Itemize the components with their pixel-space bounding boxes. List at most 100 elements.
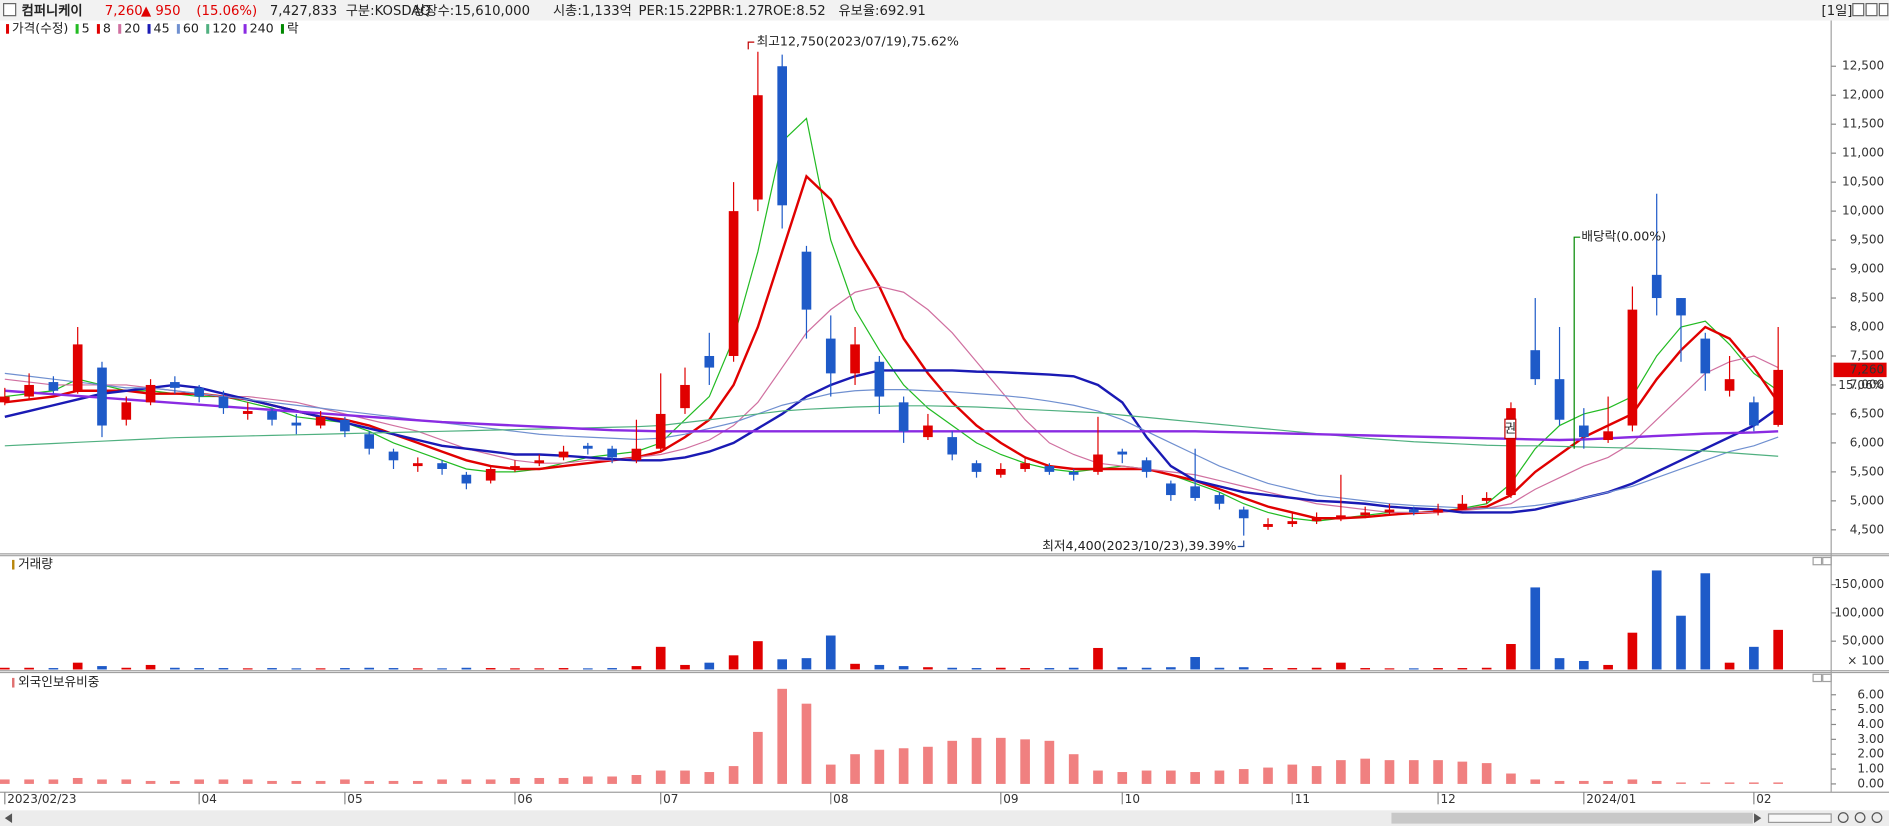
- y-tick-label: 2.00: [1857, 747, 1884, 761]
- ex-dividend-label: 배당락(0.00%): [1581, 229, 1666, 244]
- bar: [558, 777, 569, 784]
- bar: [485, 668, 496, 670]
- bar: [1433, 760, 1443, 784]
- bar: [777, 688, 787, 784]
- period[interactable]: [1일]: [1822, 3, 1853, 19]
- candle-body: [801, 251, 812, 310]
- x-tick-label: 12: [1440, 792, 1455, 806]
- bar: [655, 770, 666, 784]
- bar: [825, 764, 836, 784]
- x-tick-label: 09: [1003, 792, 1018, 806]
- candle-body: [437, 463, 447, 469]
- legend-label: 20: [124, 20, 140, 35]
- bar: [558, 668, 569, 670]
- y-tick-label: 6,500: [1850, 406, 1884, 420]
- y-tick-label: 100,000: [1834, 605, 1884, 619]
- candle-body: [1773, 369, 1783, 425]
- bar: [48, 779, 59, 784]
- legend-marker: [243, 24, 247, 34]
- bar: [1020, 739, 1030, 784]
- bar: [1020, 668, 1030, 670]
- candle-body: [170, 382, 180, 388]
- bar: [1749, 782, 1759, 784]
- bar: [364, 780, 375, 784]
- bar: [1676, 615, 1686, 670]
- bar: [1263, 668, 1273, 670]
- y-tick-label: 3.00: [1857, 732, 1884, 746]
- bar: [388, 780, 399, 784]
- bar: [680, 664, 690, 670]
- candle-body: [1287, 521, 1298, 525]
- bar: [655, 646, 666, 670]
- maximize-button[interactable]: [1865, 3, 1878, 17]
- bar: [1506, 644, 1516, 670]
- bar: [1724, 782, 1735, 784]
- candle-body: [1603, 431, 1613, 441]
- candle-body: [121, 402, 132, 420]
- candle-body: [194, 387, 204, 397]
- bar: [1530, 779, 1541, 784]
- unit-label: × 100: [1847, 654, 1884, 668]
- x-tick-label: 04: [202, 792, 217, 806]
- rights-label: 권: [1505, 420, 1517, 435]
- bar: [1506, 773, 1516, 784]
- bar: [340, 779, 350, 784]
- x-tick-label: 2024/01: [1586, 792, 1636, 806]
- minimize-button[interactable]: [1852, 3, 1865, 17]
- candle-body: [510, 466, 520, 469]
- panel-title: 외국인보유비중: [18, 674, 99, 689]
- bar: [0, 779, 10, 784]
- close-button[interactable]: [1878, 3, 1889, 17]
- bar: [801, 658, 812, 670]
- market: 구분:KOSDAQ: [346, 4, 431, 19]
- y-tick-label: 5.00: [1857, 702, 1884, 716]
- bar: [461, 779, 472, 784]
- x-tick-label: 07: [663, 792, 678, 806]
- bar: [1700, 573, 1711, 670]
- pbr: PBR:1.27: [705, 4, 765, 19]
- candle-body: [1676, 298, 1686, 316]
- bar: [777, 659, 787, 670]
- y-tick-label: 50,000: [1842, 634, 1884, 648]
- y-tick-label: 6.00: [1857, 687, 1884, 701]
- candle-body: [267, 411, 277, 420]
- bar: [1579, 660, 1589, 670]
- y-tick-label: 8,000: [1850, 320, 1884, 334]
- bar: [850, 663, 860, 670]
- bar: [971, 668, 982, 670]
- bar: [291, 780, 302, 784]
- legend-label: 가격(수정): [12, 20, 68, 35]
- y-tick-label: 9,500: [1850, 233, 1884, 247]
- candle-body: [825, 338, 836, 374]
- checkbox[interactable]: [3, 3, 17, 17]
- bar: [1238, 769, 1249, 784]
- candle-body: [1336, 515, 1346, 519]
- bar: [315, 668, 326, 670]
- bar: [1627, 779, 1638, 784]
- y-tick-label: 10,500: [1842, 175, 1884, 189]
- bar: [194, 779, 204, 784]
- candle-body: [1700, 338, 1711, 374]
- candle-body: [923, 425, 933, 438]
- bar: [1238, 667, 1249, 670]
- bar: [680, 770, 690, 784]
- bar: [947, 740, 958, 784]
- y-tick-label: 7,500: [1850, 348, 1884, 362]
- candle-body: [704, 355, 715, 368]
- candle-body: [291, 422, 302, 426]
- change: ▲ 950: [141, 4, 181, 19]
- panel-title-marker: [12, 559, 15, 570]
- candle-body: [145, 384, 156, 403]
- bar: [1214, 770, 1225, 784]
- bar: [583, 776, 593, 784]
- candle-body: [583, 445, 593, 449]
- panel-frames: [0, 20, 1889, 793]
- shares: 상장수:15,610,000: [413, 3, 530, 19]
- bar: [1554, 658, 1565, 670]
- bar: [1749, 646, 1759, 670]
- scrollbar[interactable]: [0, 810, 1889, 826]
- candle-body: [218, 396, 229, 409]
- bar: [145, 780, 156, 784]
- candle-body: [1481, 497, 1492, 501]
